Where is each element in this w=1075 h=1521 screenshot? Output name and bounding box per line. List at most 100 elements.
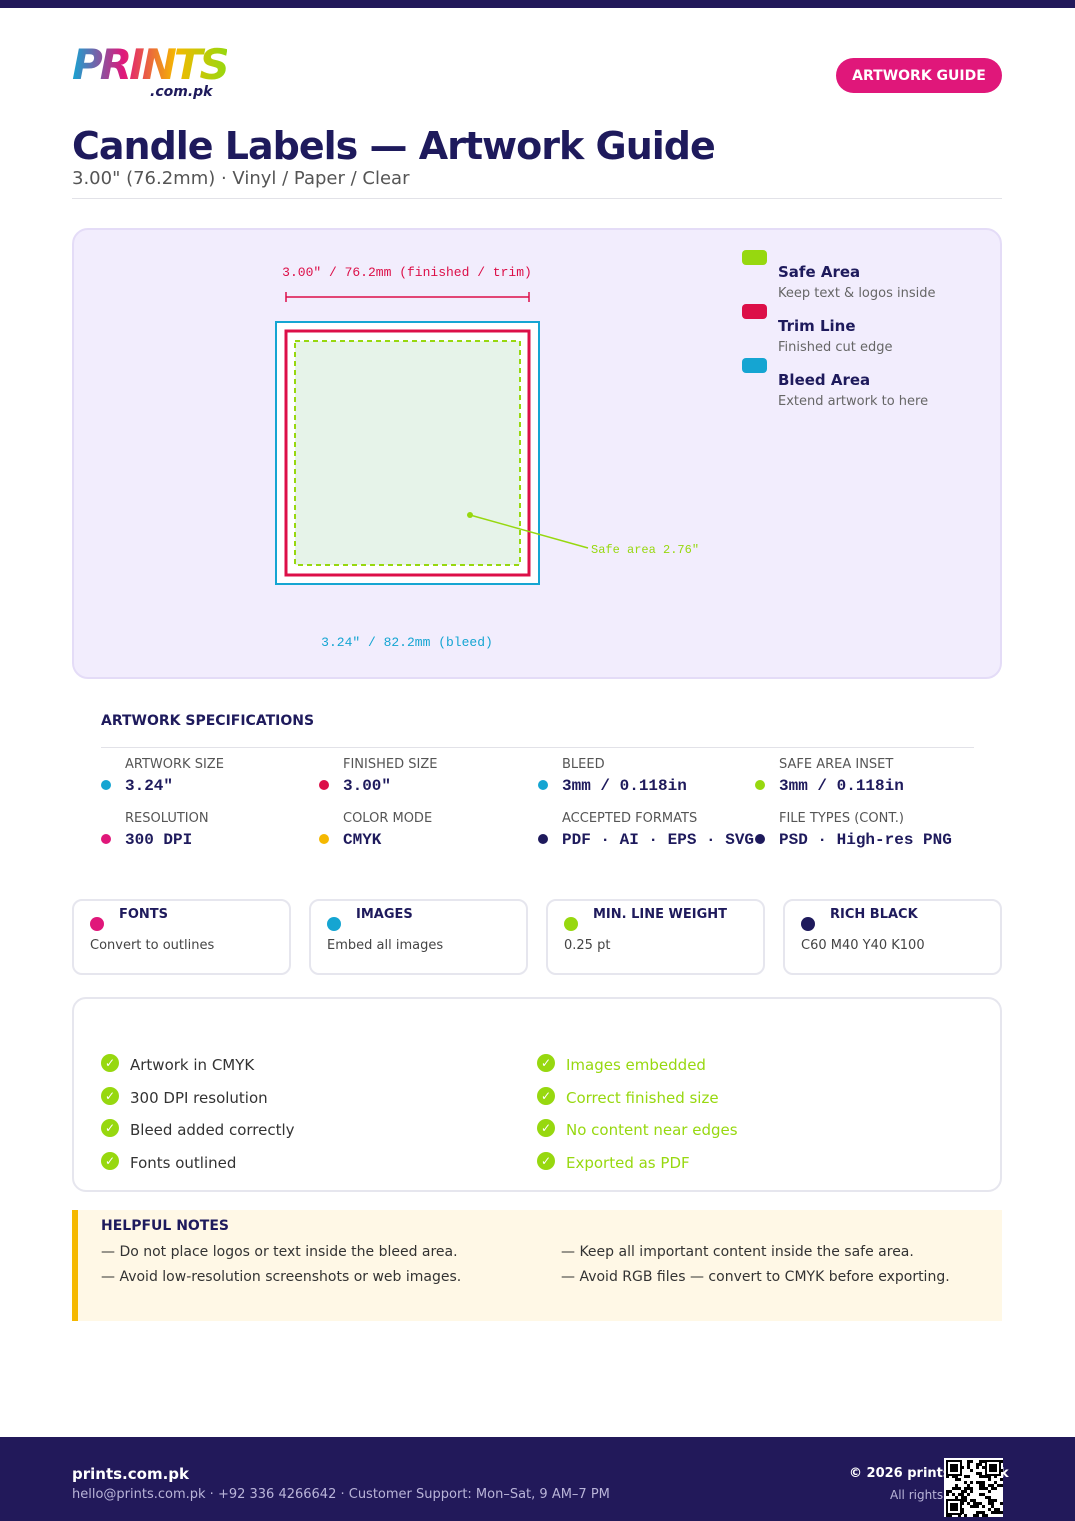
qr-module <box>1000 1478 1003 1481</box>
note-item: — Avoid low-resolution screenshots or we… <box>101 1269 462 1285</box>
check-item: Artwork in CMYK <box>130 1056 255 1074</box>
qr-code <box>944 1458 1003 1517</box>
qr-module <box>950 1503 958 1511</box>
legend-swatch <box>742 250 767 265</box>
qr-module <box>979 1463 982 1466</box>
title: Candle Labels — Artwork Guide <box>72 124 716 168</box>
qr-module <box>1000 1460 1003 1463</box>
logo: PRINTS <box>72 40 230 89</box>
qr-module <box>970 1460 973 1463</box>
qr-module <box>958 1514 961 1517</box>
qr-module <box>976 1466 979 1469</box>
qr-module <box>994 1481 997 1484</box>
qr-module <box>985 1475 988 1478</box>
qr-module <box>955 1487 958 1490</box>
legend-swatch <box>742 358 767 373</box>
spec-value: PSD · High-res PNG <box>779 831 952 849</box>
check-item: Exported as PDF <box>566 1154 690 1173</box>
spec-value: 3mm / 0.118in <box>562 777 687 795</box>
dot <box>755 834 765 844</box>
top-bar <box>0 0 1075 8</box>
spec-value: 3mm / 0.118in <box>779 777 904 795</box>
qr-module <box>967 1502 970 1505</box>
qr-module <box>964 1487 967 1490</box>
spec-value: PDF · AI · EPS · SVG <box>562 831 755 849</box>
check-icon: ✓ <box>537 1152 555 1171</box>
qr-module <box>1000 1484 1003 1487</box>
dot <box>564 917 578 931</box>
qr-module <box>955 1475 958 1478</box>
card-text: Convert to outlines <box>90 938 215 953</box>
qr-module <box>982 1493 985 1496</box>
qr-module <box>973 1502 976 1505</box>
qr-module <box>991 1499 994 1502</box>
qr-module <box>979 1502 982 1505</box>
qr-module <box>982 1505 985 1508</box>
qr-module <box>946 1493 949 1496</box>
card <box>546 899 765 975</box>
qr-module <box>967 1460 970 1463</box>
qr-module <box>1000 1511 1003 1514</box>
dot <box>538 834 548 844</box>
check-icon: ✓ <box>101 1119 119 1138</box>
spec-label: ACCEPTED FORMATS <box>562 811 698 826</box>
qr-module <box>964 1514 967 1517</box>
qr-module <box>952 1493 955 1496</box>
qr-module <box>964 1499 967 1502</box>
qr-module <box>994 1508 997 1511</box>
card-title: MIN. LINE WEIGHT <box>593 907 727 922</box>
check-item: No content near edges <box>566 1121 738 1140</box>
qr-module <box>1000 1469 1003 1472</box>
qr-module <box>949 1514 952 1517</box>
qr-module <box>988 1508 991 1511</box>
note-item: — Keep all important content inside the … <box>561 1244 914 1260</box>
spec-label: FINISHED SIZE <box>343 757 438 772</box>
spec-label: SAFE AREA INSET <box>779 757 894 772</box>
qr-module <box>982 1511 985 1514</box>
qr-module <box>994 1475 997 1478</box>
qr-module <box>964 1496 967 1499</box>
qr-module <box>961 1490 964 1493</box>
checklist-panel <box>72 997 1002 1192</box>
qr-module <box>967 1493 970 1496</box>
qr-module <box>988 1502 991 1505</box>
qr-module <box>973 1505 976 1508</box>
leader-line <box>469 514 589 549</box>
legend-desc: Keep text & logos inside <box>778 286 936 301</box>
qr-module <box>976 1511 979 1514</box>
qr-module <box>958 1487 961 1490</box>
card <box>72 899 291 975</box>
qr-module <box>985 1514 988 1517</box>
legend-name: Safe Area <box>778 263 861 281</box>
check-item: 300 DPI resolution <box>130 1088 268 1107</box>
spec-label: BLEED <box>562 757 605 772</box>
notes-panel <box>72 1210 1002 1321</box>
qr-module <box>946 1514 949 1517</box>
qr-module <box>985 1487 988 1490</box>
dot <box>327 917 341 931</box>
qr-module <box>958 1493 961 1496</box>
qr-module <box>946 1490 949 1493</box>
qr-module <box>991 1487 994 1490</box>
qr-module <box>988 1478 991 1481</box>
card-title: IMAGES <box>356 907 413 922</box>
bleed-label: 3.24" / 82.2mm (bleed) <box>321 635 493 650</box>
diagram: 3.00" / 76.2mm (finished / trim) Safe ar… <box>275 265 699 650</box>
qr-module <box>988 1475 991 1478</box>
qr-module <box>994 1511 997 1514</box>
qr-module <box>970 1505 973 1508</box>
qr-module <box>991 1484 994 1487</box>
qr-module <box>976 1502 979 1505</box>
qr-module <box>961 1466 964 1469</box>
qr-module <box>952 1475 955 1478</box>
spec-value: 3.00" <box>343 777 392 795</box>
qr-module <box>994 1499 997 1502</box>
qr-module <box>979 1475 982 1478</box>
qr-module <box>976 1472 979 1475</box>
qr-module <box>985 1496 988 1499</box>
qr-module <box>976 1481 979 1484</box>
qr-module <box>967 1466 970 1469</box>
qr-module <box>988 1496 991 1499</box>
qr-module <box>979 1484 982 1487</box>
